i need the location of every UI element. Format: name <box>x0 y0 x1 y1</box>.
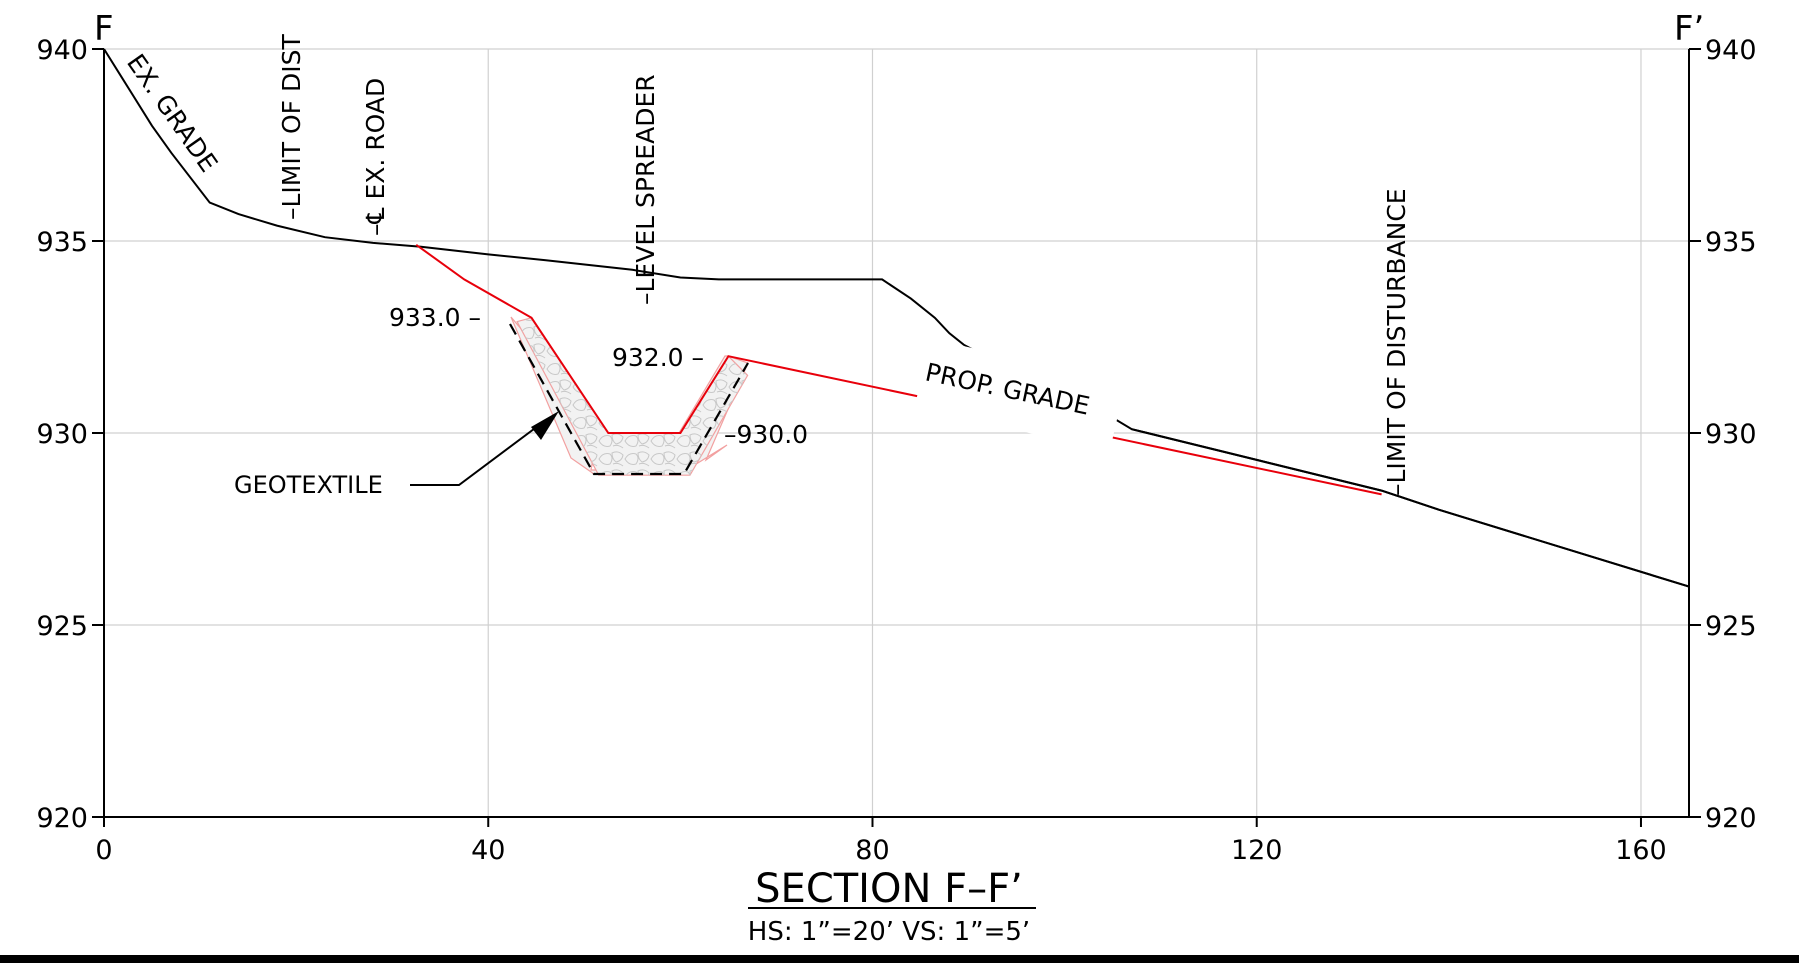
y-tick-label-right-920: 920 <box>1705 803 1757 834</box>
elevation-933: 933.0 – <box>389 303 481 332</box>
x-tick-label-160: 160 <box>1615 835 1667 866</box>
geotextile-label: GEOTEXTILE <box>234 471 383 499</box>
y-tick-label-right-925: 925 <box>1705 611 1757 642</box>
y-tick-label-right-940: 940 <box>1705 35 1757 66</box>
section-title: SECTION F–F’ <box>755 866 1023 912</box>
sheet-border <box>0 955 1799 963</box>
existing-grade-line <box>103 48 1690 588</box>
level-spreader-texture <box>517 317 748 476</box>
y-tick-label-left-930: 930 <box>36 419 88 450</box>
limit-of-disturbance-right: –LIMIT OF DISTURBANCE <box>1382 188 1411 496</box>
x-tick-label-120: 120 <box>1231 835 1283 866</box>
limit-of-disturbance-left: –LIMIT OF DIST <box>277 34 306 220</box>
x-tick-label-80: 80 <box>855 835 889 866</box>
elevation-930: –930.0 <box>724 420 808 449</box>
geotextile-line <box>509 323 749 476</box>
y-tick-label-left-920: 920 <box>36 803 88 834</box>
y-tick-label-left-935: 935 <box>36 227 88 258</box>
ex-road-centerline: –℄ EX. ROAD <box>361 78 390 236</box>
section-mark-right: F’ <box>1674 9 1704 49</box>
axis-tick-labels: 920 920 925 925 930 930 935 935 940 940 0 40 80 120 16… <box>36 35 1756 866</box>
y-tick-label-right-930: 930 <box>1705 419 1757 450</box>
axis-ticks <box>92 48 1701 827</box>
section-mark-left: F <box>94 9 114 49</box>
grid-lines <box>104 48 1689 817</box>
geotextile-arrowhead <box>531 411 559 440</box>
y-tick-label-right-935: 935 <box>1705 227 1757 258</box>
ex-grade-label: EX. GRADE <box>121 49 223 178</box>
label-mask <box>914 338 1126 452</box>
x-tick-label-40: 40 <box>471 835 505 866</box>
geotextile-leader-line <box>410 419 547 486</box>
level-spreader-label: –LEVEL SPREADER <box>631 74 660 305</box>
y-tick-label-left-925: 925 <box>36 611 88 642</box>
scale-note: HS: 1”=20’ VS: 1”=5’ <box>748 917 1030 947</box>
x-tick-label-0: 0 <box>95 835 112 866</box>
existing-grade-line-segment <box>1131 428 1690 588</box>
elevation-932: 932.0 – <box>612 343 704 372</box>
proposed-grade-line <box>415 243 1382 496</box>
y-tick-label-left-940: 940 <box>36 35 88 66</box>
